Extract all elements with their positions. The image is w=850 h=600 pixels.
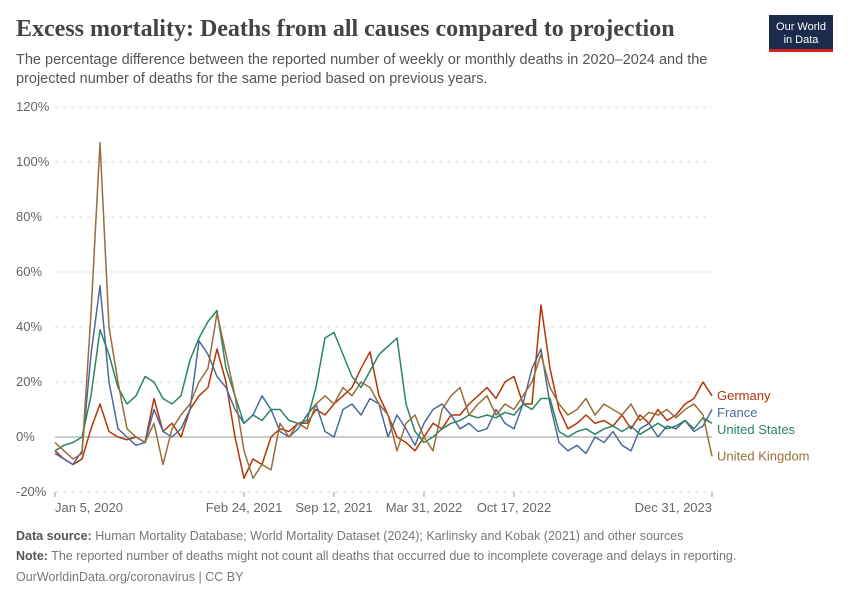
note: Note: The reported number of deaths migh…	[16, 549, 736, 563]
y-tick-label: 100%	[16, 154, 50, 169]
legend-label: United States	[717, 422, 796, 437]
y-tick-label: -20%	[16, 484, 47, 499]
legend-label: Germany	[717, 388, 771, 403]
source-text: Human Mortality Database; World Mortalit…	[95, 529, 683, 543]
note-text: The reported number of deaths might not …	[51, 549, 736, 563]
logo-text: in Data	[784, 34, 820, 46]
x-tick-label: Mar 31, 2022	[386, 500, 463, 515]
series-line	[54, 304, 713, 480]
y-tick-label: 20%	[16, 374, 42, 389]
series-line	[54, 142, 713, 480]
x-tick-label: Sep 12, 2021	[295, 500, 372, 515]
x-tick-label: Dec 31, 2023	[635, 500, 712, 515]
logo-text: Our World	[776, 21, 826, 33]
credit[interactable]: OurWorldinData.org/coronavirus | CC BY	[16, 570, 244, 584]
series-line	[54, 285, 713, 466]
source-label: Data source:	[16, 529, 92, 543]
legend-label: United Kingdom	[717, 448, 810, 463]
x-tick-label: Oct 17, 2022	[477, 500, 551, 515]
subtitle: projected number of deaths for the same …	[16, 71, 488, 87]
y-tick-label: 120%	[16, 99, 50, 114]
x-tick-label: Feb 24, 2021	[206, 500, 283, 515]
legend-label: France	[717, 405, 757, 420]
logo-box	[769, 15, 833, 49]
y-tick-label: 40%	[16, 319, 42, 334]
chart-title: Excess mortality: Deaths from all causes…	[16, 16, 675, 42]
x-tick-label: Jan 5, 2020	[55, 500, 123, 515]
series-line	[54, 309, 713, 452]
subtitle: The percentage difference between the re…	[16, 52, 707, 68]
note-label: Note:	[16, 549, 48, 563]
y-tick-label: 80%	[16, 209, 42, 224]
logo[interactable]: Our World in Data	[769, 15, 833, 52]
y-tick-label: 0%	[16, 429, 35, 444]
logo-bar	[769, 49, 833, 52]
source: Data source: Human Mortality Database; W…	[16, 529, 683, 543]
y-tick-label: 60%	[16, 264, 42, 279]
